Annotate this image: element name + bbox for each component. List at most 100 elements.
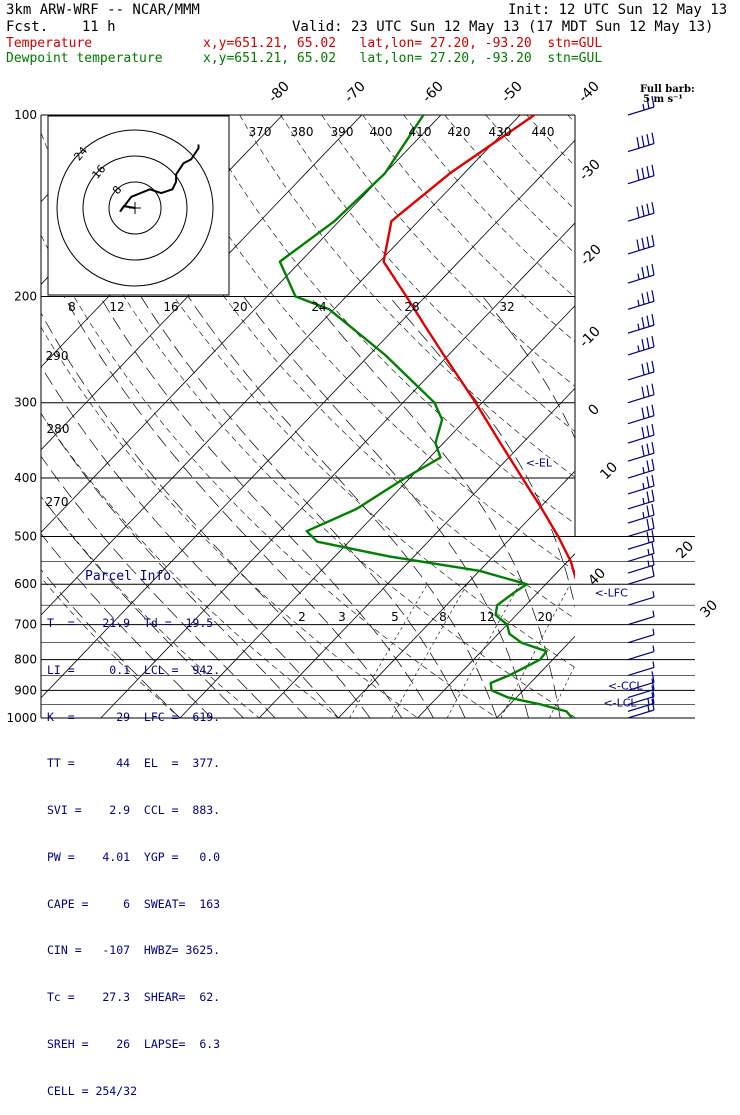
- thetae-label: 280: [47, 422, 70, 436]
- dry-adiabat-line: [445, 115, 740, 718]
- mixing-ratio-top-label: 32: [499, 300, 514, 314]
- wind-barb: [628, 565, 654, 584]
- wind-barb-flag: [642, 408, 644, 419]
- mixing-ratio-top-label: 12: [109, 300, 124, 314]
- wind-barb: [628, 235, 654, 254]
- wind-barb-staff: [628, 453, 654, 461]
- dry-adiabat-line: [486, 115, 740, 718]
- wind-barb-staff: [628, 617, 654, 625]
- wind-barb-half: [638, 324, 639, 330]
- temperature-tick-label: 20: [673, 538, 697, 562]
- wind-barb-flag: [652, 442, 654, 453]
- wind-barb-flag: [642, 427, 644, 438]
- theta-label: 390: [331, 125, 354, 139]
- wind-barb-flag: [652, 475, 654, 486]
- wind-barb-staff: [628, 213, 654, 221]
- pressure-label: 600: [14, 577, 37, 591]
- isotherm-line: [734, 115, 740, 718]
- wind-barb-flag: [652, 264, 654, 275]
- wind-barb-flag: [652, 133, 654, 144]
- temperature-tick-label: 0: [585, 401, 603, 419]
- wind-barb-staff: [628, 325, 654, 333]
- barb-legend-line2: 5 m s⁻¹: [643, 94, 683, 105]
- wind-barb-flag: [642, 445, 644, 456]
- wind-barb: [628, 424, 654, 443]
- wind-barb: [628, 611, 654, 625]
- isotherm-line: [497, 115, 740, 718]
- theta-label: 380: [291, 125, 314, 139]
- dry-adiabat-line: [691, 115, 740, 718]
- wind-barb: [628, 264, 654, 283]
- wind-barb-flag: [642, 339, 644, 350]
- theta-label: 400: [370, 125, 393, 139]
- wind-barb-flag: [652, 490, 654, 501]
- mixing-ratio-top-label: 24: [311, 300, 326, 314]
- pressure-label: 1000: [6, 711, 37, 725]
- temperature-tick-label: 30: [697, 597, 721, 621]
- wind-barb-staff: [628, 635, 654, 643]
- mixing-ratio-label: 5: [391, 610, 399, 624]
- pressure-label: 800: [14, 653, 37, 667]
- wind-barb-staff: [628, 372, 654, 380]
- wind-barb-flag: [637, 239, 639, 250]
- wind-barb-staff: [628, 470, 654, 478]
- wind-barb: [628, 290, 654, 309]
- wind-barb-half: [653, 646, 654, 652]
- dry-adiabat-line: [240, 115, 740, 718]
- temperature-tick-label: -50: [498, 78, 525, 105]
- wind-barb-staff: [628, 275, 654, 283]
- wind-barb: [628, 202, 654, 221]
- temperature-tick-label: -30: [576, 156, 603, 183]
- dry-adiabat-line: [732, 115, 740, 718]
- dewpoint-line: [280, 115, 572, 718]
- model-title: 3km ARW-WRF -- NCAR/MMM: [6, 2, 200, 18]
- pressure-label: 200: [14, 290, 37, 304]
- parcel-row: T = 21.9 Td = 19.5: [47, 616, 227, 632]
- wind-barb-staff: [628, 501, 654, 509]
- isotherm-line: [418, 115, 740, 718]
- isotherm-line: [576, 115, 740, 718]
- wind-barb-half: [648, 706, 649, 712]
- wind-barb-staff: [628, 597, 654, 605]
- pressure-label: 700: [14, 618, 37, 632]
- level-annotation: <-EL: [526, 457, 553, 470]
- wind-barb-flag: [642, 238, 644, 249]
- parcel-row: CIN = -107 HWBZ= 3625.: [47, 943, 227, 959]
- theta-label: 420: [448, 125, 471, 139]
- wind-barb-flag: [652, 361, 654, 372]
- moist-adiabat-line: [584, 297, 657, 719]
- wind-barb-flag: [652, 202, 654, 213]
- wind-barb: [628, 629, 654, 643]
- wind-barb-half: [653, 661, 654, 667]
- wind-barb-flag: [642, 364, 644, 375]
- wind-barb: [628, 646, 654, 660]
- wind-barb-staff: [628, 553, 654, 561]
- wind-barb-flag: [647, 406, 649, 417]
- wind-barb-half: [643, 467, 644, 473]
- wind-barb-staff: [628, 528, 654, 536]
- wind-barb-staff: [628, 395, 654, 403]
- wind-barb-flag: [647, 506, 649, 517]
- mixing-ratio-top-label: 20: [232, 300, 247, 314]
- moist-adiabat-line: [310, 297, 560, 719]
- mixing-ratio-top-label: 16: [163, 300, 178, 314]
- wind-barb-flag: [647, 236, 649, 247]
- isotherm-line: [655, 115, 740, 718]
- isotherm-line: [259, 115, 740, 718]
- wind-barb: [628, 442, 654, 461]
- forecast-hour: Fcst. 11 h: [6, 19, 116, 35]
- parcel-row: K = 29 LFC = 619.: [47, 710, 227, 726]
- dry-adiabat-line: [527, 115, 740, 718]
- wind-barb-flag: [647, 292, 649, 303]
- wind-barb-flag: [652, 530, 654, 541]
- theta-label: 370: [249, 125, 272, 139]
- moist-adiabat-line: [679, 297, 701, 719]
- moist-adiabat-line: [188, 297, 497, 719]
- wind-barb-staff: [628, 565, 654, 573]
- wind-barb-flag: [652, 424, 654, 435]
- wind-barb-half: [638, 345, 639, 351]
- temperature-tick-label: 10: [597, 459, 621, 483]
- wind-barb-flag: [652, 459, 654, 470]
- parcel-row: SVI = 2.9 CCL = 883.: [47, 803, 227, 819]
- wind-barb-flag: [647, 426, 649, 437]
